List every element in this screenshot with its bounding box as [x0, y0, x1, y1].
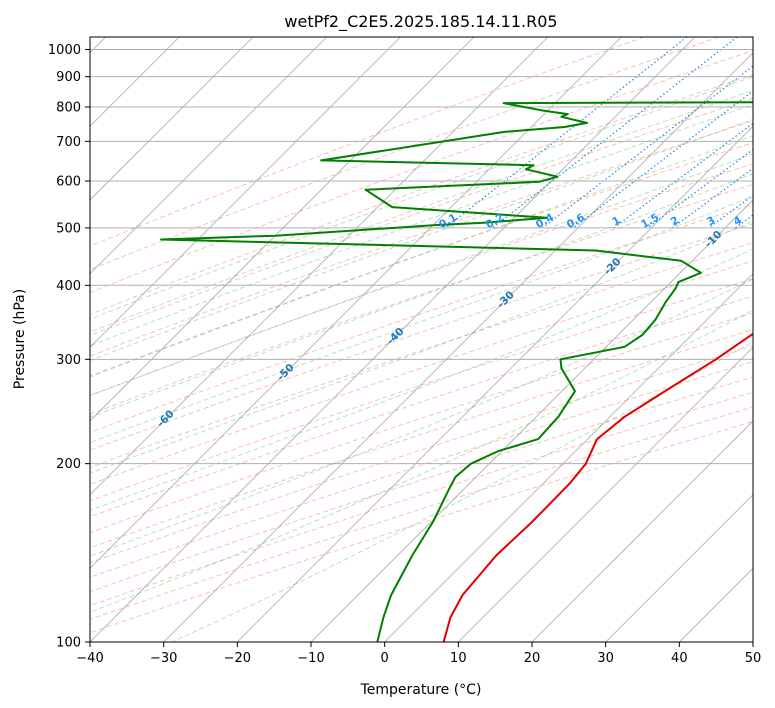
- isotherm-line: [90, 37, 696, 642]
- isotherm-line: [90, 37, 622, 569]
- y-tick-label: 100: [56, 636, 81, 651]
- x-tick-label: 20: [524, 651, 541, 666]
- moist-adiabat-line: [90, 248, 753, 511]
- x-tick-label: −20: [224, 651, 251, 666]
- dry-adiabat-line: [90, 329, 753, 549]
- moist-adiabat-line: [90, 195, 753, 444]
- mixing-ratio-line: [613, 122, 753, 229]
- dry-adiabat-line: [90, 242, 753, 468]
- x-tick-label: 10: [450, 651, 467, 666]
- x-tick-label: 0: [381, 651, 389, 666]
- y-axis-ticks: 1000 900 800 700 600 500 400 300 200 100: [48, 43, 90, 651]
- isotherm-line: [90, 37, 548, 496]
- dry-adiabat-line: [90, 183, 753, 415]
- y-tick-label: 400: [56, 279, 81, 294]
- x-tick-label: 50: [745, 651, 762, 666]
- isotherm-line: [90, 37, 401, 348]
- moist-adiabat-line: [171, 341, 753, 642]
- x-tick-label: 40: [671, 651, 688, 666]
- isotherm-line: [237, 125, 753, 642]
- isotherm-line: [531, 420, 753, 642]
- dry-adiabat-line: [90, 223, 753, 451]
- dry-adiabat-line: [90, 120, 753, 357]
- dry-adiabat-line: [90, 203, 753, 433]
- y-tick-label: 700: [56, 135, 81, 150]
- isotherm-line: [90, 37, 475, 422]
- profiles: [160, 101, 753, 642]
- pressure-gridlines: [90, 49, 753, 642]
- y-axis-label: Pressure (hPa): [12, 289, 28, 389]
- dry-adiabat-line: [90, 361, 753, 578]
- background-lines: [90, 37, 753, 642]
- y-tick-label: 200: [56, 457, 81, 472]
- y-tick-label: 800: [56, 100, 81, 115]
- x-axis-ticks: −40 −30 −20 −10 0 10 20 30 40 50: [76, 642, 761, 666]
- moist-adiabat-line: [90, 173, 753, 418]
- dry-adiabat-line: [90, 278, 753, 502]
- moist-adiabat-line: [90, 153, 753, 397]
- x-tick-label: −10: [297, 651, 324, 666]
- dry-adiabat-line: [90, 312, 753, 533]
- dry-adiabat-line: [90, 376, 753, 593]
- isotherm-line: [752, 641, 753, 642]
- chart-title: wetPf2_C2E5.2025.185.14.11.R05: [284, 12, 557, 32]
- isotherm-line: [384, 273, 753, 642]
- isotherm-label: -70: [31, 458, 53, 480]
- x-axis-label: Temperature (°C): [360, 682, 482, 698]
- mixing-ratio-line: [542, 65, 753, 229]
- isotherm-line: [458, 346, 753, 642]
- y-tick-label: 600: [56, 174, 81, 189]
- y-tick-label: 500: [56, 221, 81, 236]
- moist-adiabat-line: [90, 135, 753, 378]
- y-tick-label: 1000: [48, 43, 81, 58]
- dry-adiabat-line: [90, 345, 753, 564]
- x-tick-label: −30: [150, 651, 177, 666]
- y-tick-label: 300: [56, 353, 81, 368]
- moist-adiabat-line: [90, 103, 753, 347]
- moist-adiabat-line: [90, 89, 753, 333]
- isotherm-line: [90, 37, 254, 201]
- isotherm-line: [310, 199, 753, 642]
- isotherm-line: [163, 52, 753, 642]
- isotherm-line: [605, 494, 753, 642]
- mixing-ratio-line: [445, 37, 688, 229]
- dry-adiabat-line: [90, 142, 753, 377]
- plot-frame: [89, 36, 754, 643]
- y-tick-label: 900: [56, 70, 81, 85]
- dewpoint-profile-line: [160, 101, 753, 642]
- x-tick-label: −40: [76, 651, 103, 666]
- x-tick-label: 30: [597, 651, 614, 666]
- temperature-profile-line: [442, 332, 753, 642]
- mixing-ratio-label: 6: [770, 214, 775, 228]
- isotherm-line: [90, 37, 327, 275]
